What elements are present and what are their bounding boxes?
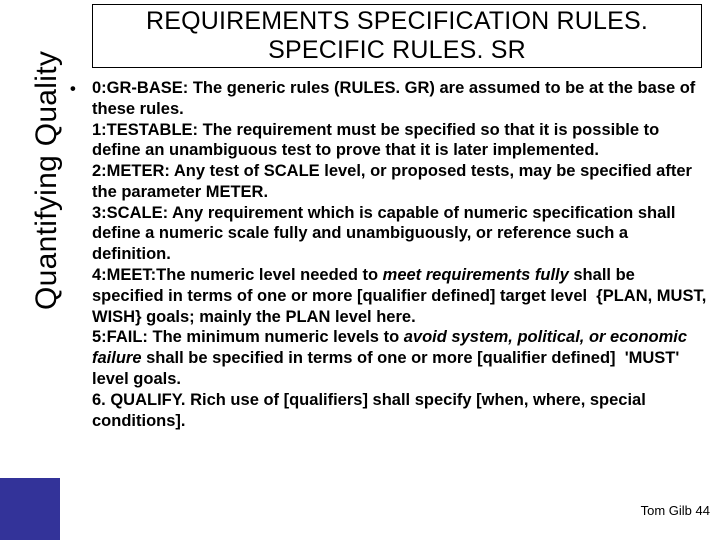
sidebar-accent-block xyxy=(0,478,60,540)
body-text: • 0:GR-BASE: The generic rules (RULES. G… xyxy=(70,78,710,431)
bullet-glyph: • xyxy=(70,78,92,431)
sidebar: Quantifying Quality xyxy=(0,0,60,540)
footer: Tom Gilb 44 xyxy=(641,503,710,518)
title-line-2: SPECIFIC RULES. SR xyxy=(268,36,526,64)
footer-author: Tom Gilb xyxy=(641,503,692,518)
footer-page: 44 xyxy=(696,503,710,518)
bullet-item: • 0:GR-BASE: The generic rules (RULES. G… xyxy=(70,78,710,431)
rules-text: 0:GR-BASE: The generic rules (RULES. GR)… xyxy=(92,78,710,431)
title-box: REQUIREMENTS SPECIFICATION RULES. SPECIF… xyxy=(92,4,702,68)
sidebar-vertical-label: Quantifying Quality xyxy=(30,51,64,310)
title-line-1: REQUIREMENTS SPECIFICATION RULES. xyxy=(146,7,648,35)
slide: Quantifying Quality REQUIREMENTS SPECIFI… xyxy=(0,0,720,540)
